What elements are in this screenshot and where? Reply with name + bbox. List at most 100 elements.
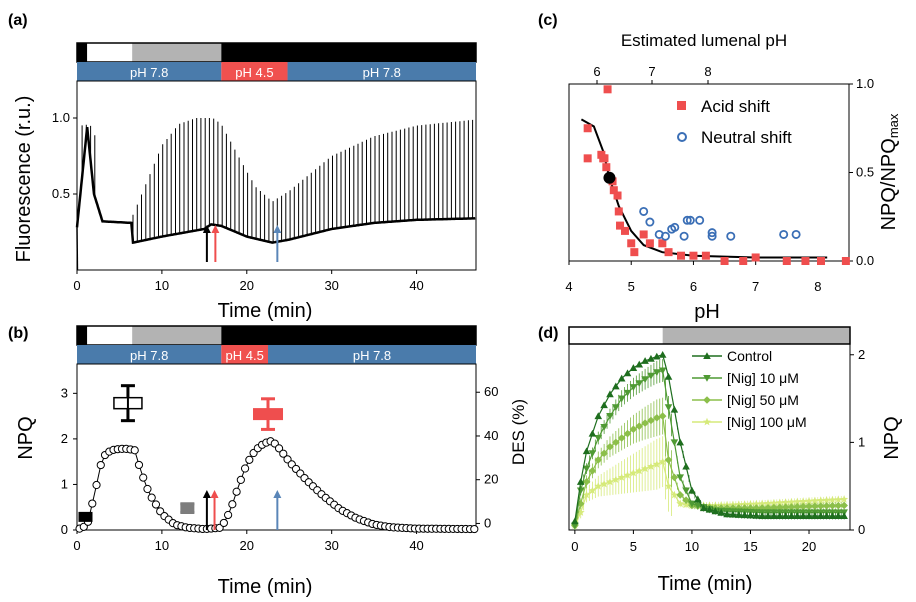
ph-segment-0 — [77, 62, 222, 81]
series-point-0 — [588, 429, 597, 437]
npq-point — [143, 484, 152, 494]
light-segment-1 — [87, 326, 133, 345]
neutral-point — [639, 206, 649, 216]
series-point-2 — [653, 414, 661, 422]
x-tick-label: 8 — [814, 279, 821, 294]
panel-a-xlabel: Time (min) — [218, 300, 313, 322]
series-point-0 — [658, 350, 667, 358]
legend-marker-3 — [703, 417, 711, 426]
series-point-1 — [588, 450, 597, 458]
x-tick-label: 30 — [324, 538, 338, 553]
light-segment-0 — [569, 327, 663, 344]
series-point-2 — [828, 501, 837, 510]
series-point-0 — [699, 504, 708, 512]
series-point-0 — [811, 512, 819, 520]
fit-curve — [580, 118, 828, 259]
acid-point — [841, 257, 850, 265]
npq-point — [274, 444, 284, 453]
legend-label-1: [Nig] 10 μM — [727, 370, 799, 386]
x-tick-label: 6 — [690, 279, 697, 294]
npq-point — [130, 446, 139, 455]
ph-label-2: pH 7.8 — [363, 65, 401, 80]
npq-point — [279, 449, 288, 458]
npq-point — [245, 455, 254, 464]
neutral-point — [682, 215, 692, 225]
panel-a: Time (min) Fluorescence (r.u.) pH 7.8 pH … — [13, 42, 477, 322]
series-point-0 — [834, 512, 843, 520]
y-tick-label: 1.0 — [52, 110, 70, 125]
legend-label-0: Control — [727, 348, 772, 364]
acid-point — [639, 230, 648, 239]
series-point-3 — [664, 482, 673, 490]
npq-point — [470, 524, 479, 534]
series-point-2 — [594, 456, 603, 464]
series-point-0 — [805, 512, 813, 520]
y-tick-label: 0.5 — [856, 165, 874, 180]
y-tick-label: 0.5 — [52, 186, 70, 201]
series-point-2 — [664, 456, 673, 464]
y-tick-label: 1.0 — [856, 76, 874, 91]
series-point-3 — [623, 471, 632, 479]
series-point-0 — [734, 511, 743, 518]
light-segment-3 — [221, 326, 476, 345]
series-point-2 — [834, 501, 843, 510]
series-point-0 — [828, 512, 837, 520]
panel-c-ylabel-sub: max — [886, 113, 901, 138]
light-segment-3 — [221, 43, 476, 62]
series-point-3 — [647, 462, 655, 470]
acid-point — [658, 239, 667, 248]
series-point-0 — [670, 405, 679, 413]
arrow-blue-head — [273, 490, 282, 498]
series-point-2 — [582, 478, 591, 486]
series-point-3 — [758, 499, 767, 508]
panel-c-letter: (c) — [538, 12, 558, 29]
series-point-2 — [781, 503, 790, 512]
series-point-3 — [840, 495, 849, 503]
npq-point — [228, 500, 237, 509]
plot-frame — [76, 80, 477, 271]
series-point-1 — [623, 389, 632, 397]
acid-point — [817, 257, 825, 265]
ph-label-1: pH 4.5 — [235, 65, 273, 80]
series-point-3 — [816, 496, 825, 504]
npq-point — [224, 510, 233, 520]
light-segment-2 — [132, 326, 222, 345]
npq-point — [236, 475, 245, 484]
series-point-2 — [799, 502, 807, 511]
panel-a-plot: pH 7.8 pH 4.5 pH 7.8 0 10 20 30 40 0.5 1.0 — [52, 42, 477, 293]
neutral-point — [779, 229, 789, 239]
series-point-2 — [635, 422, 644, 430]
neutral-point — [679, 231, 689, 241]
y-right-tick-label: 0 — [484, 515, 491, 530]
series-point-3 — [787, 497, 796, 506]
series-point-3 — [606, 477, 614, 486]
series-point-2 — [811, 502, 819, 510]
series-point-0 — [752, 511, 761, 519]
panel-d: Time (min) NPQ 0 5 10 15 20 0 1 2 Control [Nig] 1… — [568, 326, 903, 595]
acid-point — [602, 163, 611, 172]
series-point-1 — [676, 474, 685, 482]
panel-c-plot: 4 5 6 7 8 6 7 8 0.0 0.5 1.0 Acid shift Neutral shift — [565, 64, 874, 294]
arrow-red-head — [210, 490, 219, 498]
series-point-1 — [629, 384, 638, 391]
x-tick-label: 20 — [240, 538, 254, 553]
acid-point — [782, 257, 791, 265]
series-point-3 — [769, 498, 778, 507]
series-point-3 — [641, 464, 650, 473]
legend-neutral-marker — [677, 132, 687, 142]
arrow-red-head — [211, 225, 220, 233]
legend-marker-0 — [703, 352, 711, 360]
npq-point — [96, 460, 105, 470]
neutral-point — [645, 217, 655, 227]
series-point-0 — [717, 508, 726, 516]
x-tick-label: 20 — [802, 539, 816, 554]
legend-acid-marker — [677, 101, 686, 110]
series-point-1 — [635, 380, 644, 388]
y-tick-label: 3 — [61, 385, 68, 400]
arrow-black-head — [202, 225, 211, 233]
acid-point — [720, 257, 729, 265]
series-point-1 — [688, 500, 696, 508]
plot-frame — [568, 343, 851, 531]
x-tick-label: 0 — [73, 278, 80, 293]
npq-point — [134, 460, 144, 470]
